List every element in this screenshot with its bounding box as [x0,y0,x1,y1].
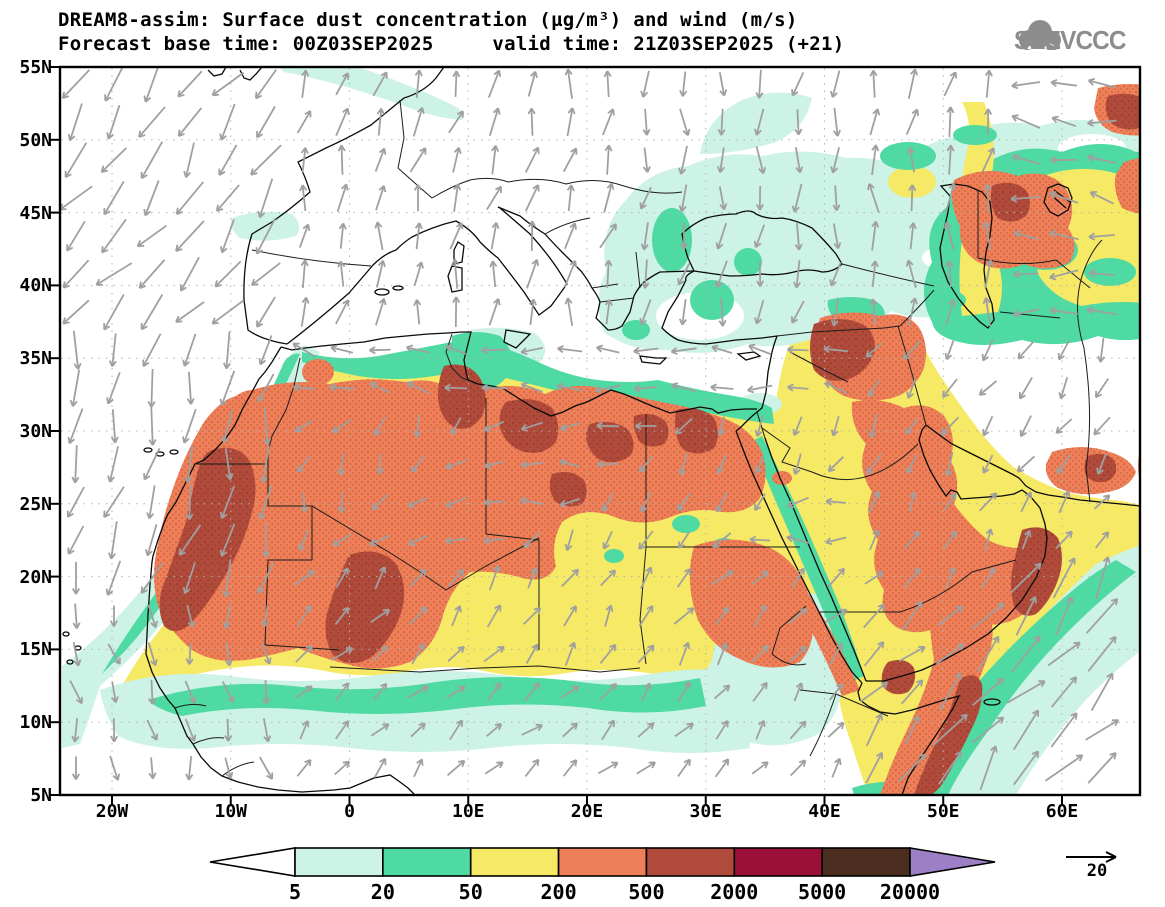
lat-tick-label-15N: 15N [19,639,52,661]
figure-title: DREAM8-assim: Surface dust concentration… [58,9,798,31]
lat-tick-label-5N: 5N [30,785,52,806]
map-canvas [60,67,1140,795]
lat-tick-label-20N: 20N [19,566,52,588]
colorbar-level-50: 50 [458,880,483,904]
colorbar-level-200: 200 [540,880,577,904]
lon-tick-label-10W: 10W [214,801,247,822]
colorbar-level-500: 500 [628,880,665,904]
lat-tick-label-10N: 10N [19,712,52,734]
country-borders [174,99,1103,777]
wind-reference-value: 20 [1086,861,1108,881]
lon-tick-label-40E: 40E [808,801,841,822]
lon-tick-label-50E: 50E [926,801,960,822]
colorbar-below-min-arrow [209,847,296,877]
colorbar-level-5000: 5000 [798,880,847,904]
lat-tick-label-35N: 35N [19,348,52,370]
lat-tick-label-30N: 30N [19,421,52,442]
colorbar-cell-5-20 [294,847,384,877]
colorbar-cell-500-2000 [645,847,736,877]
lon-tick-label-30E: 30E [689,801,722,822]
seevccc-logo: SEEVCCC [1014,18,1162,62]
dust-layer-brick [159,93,1140,795]
axis-ticks [49,66,1063,806]
colorbar-cell-20-50 [382,847,472,877]
wind-arrow-field [60,67,1120,791]
lat-tick-label-55N: 55N [19,57,52,78]
lon-tick-label-0: 0 [344,801,355,822]
lon-tick-label-10E: 10E [451,801,485,822]
lat-tick-label-50N: 50N [19,129,52,151]
lat-tick-label-40N: 40N [19,275,52,297]
colorbar-cell-200-500 [557,847,648,877]
cloud-logo-icon [1019,20,1061,52]
colorbar-level-5: 5 [288,880,302,904]
graticule [61,68,1139,794]
colorbar-cell-2000-5000 [733,847,823,877]
colorbar [209,847,996,877]
figure-subtitle: Forecast base time: 00Z03SEP2025 valid t… [58,33,845,55]
lat-tick-label-45N: 45N [19,202,52,224]
lon-tick-label-20E: 20E [570,801,604,822]
logo-text: SEEVCCC [1014,24,1127,55]
lat-tick-label-25N: 25N [19,493,52,515]
colorbar-level-20000: 20000 [879,880,941,904]
lon-tick-label-60E: 60E [1045,801,1079,822]
wind-reference-arrow [1066,851,1117,863]
colorbar-cell-50-200 [469,847,560,877]
lon-tick-label-20W: 20W [95,801,129,822]
colorbar-level-20: 20 [370,880,395,904]
colorbar-above-max-arrow [909,847,996,877]
colorbar-cell-5000-20000 [821,847,911,877]
colorbar-level-2000: 2000 [710,880,759,904]
